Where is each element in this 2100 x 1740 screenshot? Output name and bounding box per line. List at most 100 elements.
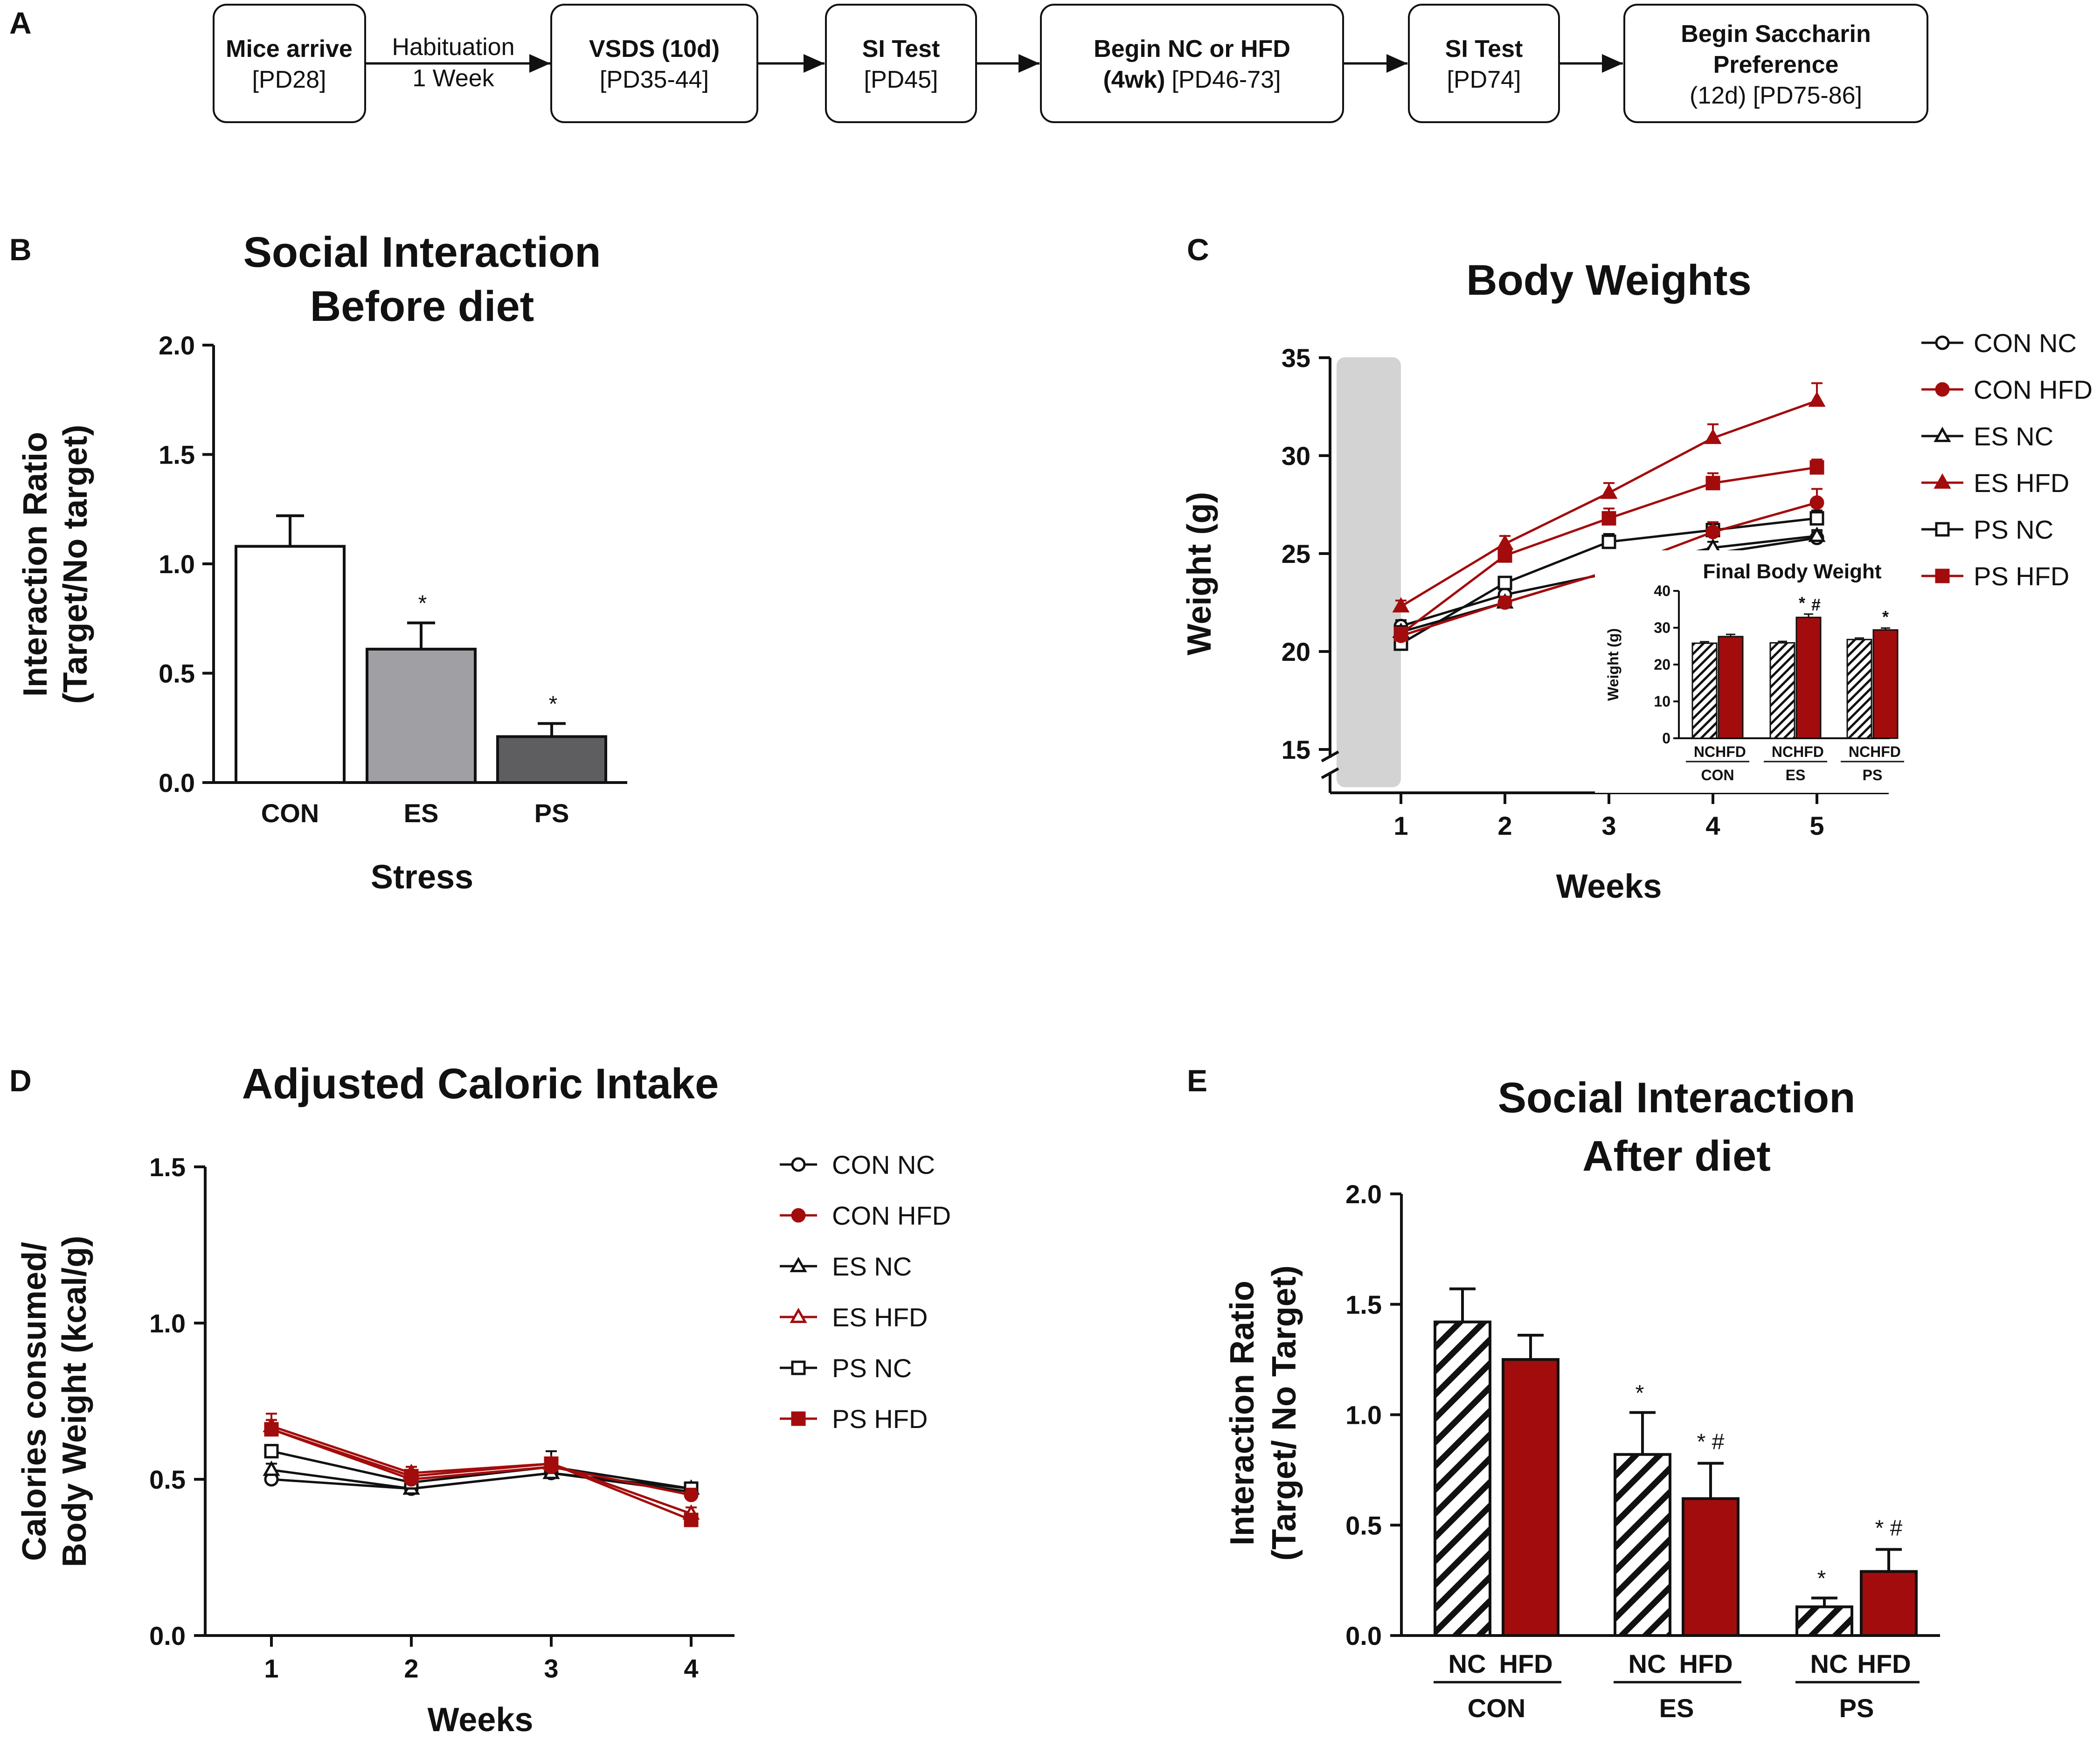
chart-c-inset-hfd-label-ps: HFD xyxy=(1870,743,1901,760)
chart-d-legend-marker-con-hfd xyxy=(791,1208,806,1223)
chart-e-ytick-label-2: 1.0 xyxy=(1345,1400,1382,1430)
chart-b-xtick-ps: PS xyxy=(534,798,569,828)
chart-e-after-diet: Social Interaction After diet 0.0 0.5 1.0 1.5… xyxy=(1224,1074,1940,1723)
box-2-detail: [PD35-44] xyxy=(600,66,709,93)
chart-c-xlabel: Weeks xyxy=(1556,868,1662,905)
chart-c-point-ps-hfd-2 xyxy=(1601,511,1616,526)
chart-c-habituation-shade xyxy=(1337,357,1401,787)
chart-e-ytick-label-3: 1.5 xyxy=(1345,1290,1382,1319)
chart-e-hfd-label-ps: HFD xyxy=(1857,1649,1911,1678)
chart-d-legend-marker-es-hfd xyxy=(790,1307,807,1323)
timeline-panel: A Mice arrive [PD28] Habituation 1 Week … xyxy=(9,4,1928,123)
box-3-detail: [PD45] xyxy=(864,66,938,93)
panel-label-c: C xyxy=(1187,232,1209,267)
chart-d-point-ps-hfd-0 xyxy=(264,1422,279,1437)
chart-d-legend-marker-es-nc xyxy=(790,1256,807,1272)
chart-c-xtick-label-0: 1 xyxy=(1393,811,1408,840)
chart-c-point-ps-hfd-3 xyxy=(1705,476,1720,491)
chart-d-ytick-label-2: 1.0 xyxy=(149,1309,186,1338)
chart-c-ytick-label-4: 35 xyxy=(1282,343,1310,373)
box-5-detail: [PD74] xyxy=(1447,66,1521,93)
chart-e-title-2: After diet xyxy=(1582,1132,1771,1180)
chart-e-ytick-label-1: 0.5 xyxy=(1345,1511,1382,1540)
chart-c-legend-label-con-nc: CON NC xyxy=(1974,328,2077,358)
chart-e-ylabel: Interaction Ratio xyxy=(1224,1281,1261,1546)
chart-d-ytick-label-0: 0.0 xyxy=(149,1621,186,1650)
chart-c-point-es-hfd-3 xyxy=(1704,429,1722,444)
chart-b-ytick-label-4: 2.0 xyxy=(159,331,195,360)
chart-c-point-es-hfd-1 xyxy=(1496,534,1514,550)
chart-b-ytick-label-1: 0.5 xyxy=(159,659,195,688)
chart-c-inset-hash-es: # xyxy=(1811,595,1821,614)
chart-d-ytick-label-3: 1.5 xyxy=(149,1152,186,1182)
chart-b-ylabel: Interaction Ratio xyxy=(17,432,54,697)
chart-c-ytick-label-2: 25 xyxy=(1282,539,1310,568)
chart-e-group-label-con: CON xyxy=(1468,1693,1525,1723)
timeline-box-2: VSDS (10d) [PD35-44] xyxy=(550,4,758,123)
box-6-detail: (12d) [PD75-86] xyxy=(1690,82,1862,109)
chart-c-point-es-hfd-0 xyxy=(1392,597,1410,613)
chart-e-bar-hfd-con xyxy=(1502,1358,1559,1637)
chart-e-ylabel-2: (Target/ No Target) xyxy=(1266,1265,1303,1560)
chart-c-ytick-label-1: 20 xyxy=(1282,637,1310,666)
chart-d-line-ps-hfd xyxy=(271,1428,692,1521)
chart-c-inset-ytick-label-4: 40 xyxy=(1654,582,1670,599)
chart-c-inset-bar-hfd-es xyxy=(1795,617,1822,739)
chart-c-inset-hfd-label-es: HFD xyxy=(1793,743,1824,760)
chart-c-ytick-label-0: 15 xyxy=(1282,735,1310,764)
chart-c-inset-ytick-label-2: 20 xyxy=(1654,656,1670,673)
chart-c-legend-marker-es-hfd xyxy=(1934,473,1951,489)
chart-d-line-con-hfd xyxy=(271,1428,692,1496)
chart-c-point-con-hfd-4 xyxy=(1809,495,1824,510)
chart-c-inset-ytick-label-0: 0 xyxy=(1662,730,1670,747)
chart-c-inset-nc-label-con: NC xyxy=(1694,743,1715,760)
chart-c-point-ps-nc-4 xyxy=(1809,511,1824,526)
chart-c-legend-marker-con-nc xyxy=(1935,335,1950,350)
box-6-title: Begin Saccharin xyxy=(1681,21,1871,48)
chart-c-inset-group-label-ps: PS xyxy=(1863,767,1883,783)
chart-c-inset-bar-hfd-con xyxy=(1718,636,1744,739)
chart-d-point-con-hfd-3 xyxy=(684,1488,699,1502)
chart-c-xtick-label-4: 5 xyxy=(1809,811,1824,840)
chart-b-ytick-label-3: 1.5 xyxy=(159,440,195,470)
box-4-bold-part: (4wk) xyxy=(1103,66,1165,93)
chart-c-inset-bar-nc-es xyxy=(1769,642,1795,739)
panel-label-e: E xyxy=(1187,1063,1207,1098)
chart-b-title-2: Before diet xyxy=(310,283,534,330)
chart-c-point-es-nc-4 xyxy=(1808,527,1826,542)
chart-c-point-ps-nc-2 xyxy=(1601,534,1616,549)
box-6-title-2: Preference xyxy=(1713,51,1839,78)
chart-c-ylabel: Weight (g) xyxy=(1181,492,1218,656)
chart-c-series-ps-hfd xyxy=(1393,458,1824,641)
chart-d-series-es-hfd xyxy=(263,1413,700,1520)
chart-c-inset-sig-es: * xyxy=(1799,593,1805,612)
panel-label-a: A xyxy=(9,6,32,40)
chart-c-inset-nc-label-ps: NC xyxy=(1849,743,1870,760)
chart-c-inset-hfd-label-con: HFD xyxy=(1715,743,1746,760)
panel-label-d: D xyxy=(9,1063,32,1098)
chart-c-inset-bar-nc-con xyxy=(1691,642,1718,739)
chart-c-point-es-hfd-4 xyxy=(1808,391,1826,407)
chart-c-point-ps-hfd-0 xyxy=(1393,626,1408,641)
chart-d-series-con-hfd xyxy=(264,1419,699,1502)
chart-b-xtick-con: CON xyxy=(261,798,319,828)
box-2-title: VSDS (10d) xyxy=(589,35,720,62)
chart-c-inset-ylabel: Weight (g) xyxy=(1605,628,1622,701)
chart-e-bar-nc-con xyxy=(1434,1320,1491,1637)
box-1-detail: [PD28] xyxy=(252,66,326,93)
chart-c-legend-label-con-hfd: CON HFD xyxy=(1974,375,2093,404)
chart-c-legend-label-ps-nc: PS NC xyxy=(1974,515,2053,544)
box-3-title: SI Test xyxy=(862,35,940,62)
chart-c-legend-marker-ps-hfd xyxy=(1935,568,1950,583)
timeline-box-1: Mice arrive [PD28] xyxy=(213,4,366,123)
arrow-1-sublabel: 1 Week xyxy=(412,65,494,92)
chart-d-title: Adjusted Caloric Intake xyxy=(242,1060,719,1108)
chart-e-hfd-label-es: HFD xyxy=(1679,1649,1733,1678)
chart-c-point-es-hfd-2 xyxy=(1600,483,1618,499)
chart-c-legend-marker-ps-nc xyxy=(1935,522,1950,537)
chart-e-bar-nc-ps xyxy=(1795,1605,1853,1637)
chart-d-point-ps-hfd-1 xyxy=(404,1469,419,1484)
chart-d-legend-marker-con-nc xyxy=(791,1157,806,1172)
chart-e-group-label-ps: PS xyxy=(1839,1693,1874,1723)
